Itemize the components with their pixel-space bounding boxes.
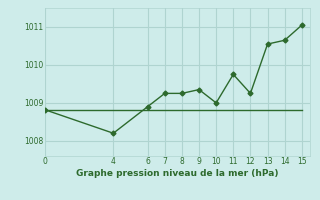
X-axis label: Graphe pression niveau de la mer (hPa): Graphe pression niveau de la mer (hPa) — [76, 169, 279, 178]
